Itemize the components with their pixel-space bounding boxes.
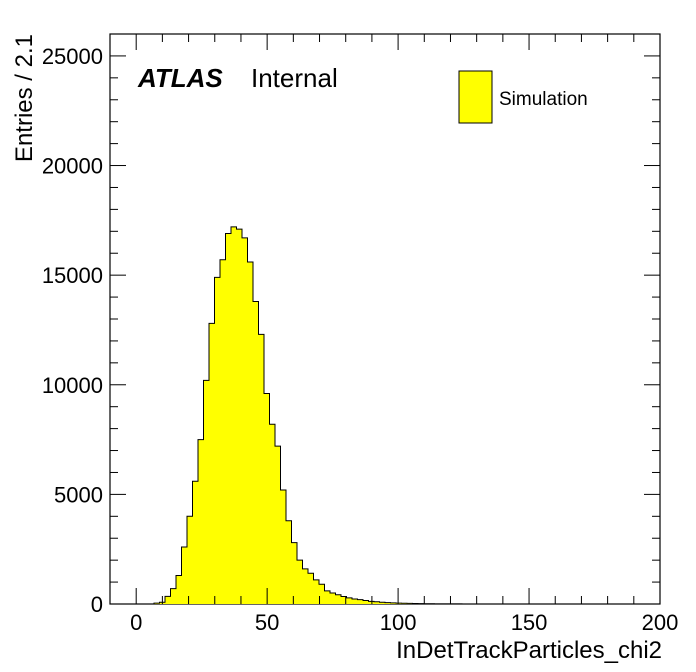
histogram-bin — [209, 323, 215, 604]
x-tick-label: 100 — [380, 610, 417, 635]
histogram-bin — [291, 542, 297, 604]
histogram-bin — [319, 584, 325, 604]
histogram-bin — [346, 597, 352, 604]
x-tick-label: 50 — [255, 610, 279, 635]
histogram-bin — [220, 259, 226, 604]
histogram-bin — [357, 599, 363, 604]
histogram-bin — [269, 424, 275, 604]
histogram-bars — [154, 226, 490, 604]
histogram-bin — [187, 516, 193, 604]
x-tick-label: 0 — [130, 610, 142, 635]
legend-label: Simulation — [499, 89, 588, 110]
histogram-bin — [363, 600, 369, 604]
histogram-bin — [308, 573, 314, 604]
histogram-bin — [258, 334, 264, 604]
x-tick-label: 150 — [511, 610, 548, 635]
histogram-bin — [368, 601, 374, 604]
y-tick-label: 5000 — [54, 482, 103, 507]
histogram-bin — [198, 439, 204, 604]
y-tick-label: 0 — [91, 592, 103, 617]
histogram-bin — [170, 588, 176, 604]
y-axis-title: Entries / 2.1 — [11, 34, 38, 162]
histogram-bin — [286, 520, 292, 604]
atlas-label: ATLAS — [137, 63, 223, 93]
histogram-bin — [302, 568, 308, 604]
axis-ticks — [110, 33, 661, 605]
histogram-bin — [352, 598, 358, 604]
histogram-bin — [385, 602, 391, 604]
y-tick-label: 10000 — [42, 373, 103, 398]
histogram-bin — [341, 596, 347, 604]
histogram-bin — [214, 277, 220, 604]
y-tick-label: 20000 — [42, 154, 103, 179]
histogram-bin — [225, 233, 231, 604]
tick-labels: 0 50 100 150 200 0 5000 10000 15000 20000 25000 — [42, 44, 679, 635]
histogram-bin — [176, 575, 182, 604]
x-axis-title: InDetTrackParticles_chi2 — [396, 637, 662, 664]
histogram-bin — [236, 229, 242, 604]
histogram-bin — [313, 579, 319, 604]
histogram-bin — [242, 237, 248, 604]
histogram-bin — [247, 262, 253, 604]
histogram-bin — [231, 226, 237, 604]
histogram-bin — [275, 446, 281, 604]
histogram-bin — [181, 547, 187, 604]
histogram-bin — [324, 590, 330, 604]
histogram-bin — [374, 601, 380, 604]
histogram-bin — [330, 593, 336, 604]
y-tick-label: 15000 — [42, 263, 103, 288]
atlas-sublabel: Internal — [251, 63, 338, 93]
histogram-bin — [335, 594, 341, 604]
y-tick-label: 25000 — [42, 44, 103, 69]
histogram-bin — [165, 596, 171, 604]
histogram-bin — [192, 481, 198, 604]
histogram-outline — [110, 226, 660, 605]
histogram-bin — [297, 560, 303, 604]
legend-swatch — [458, 70, 493, 124]
histogram-bin — [390, 602, 396, 604]
x-tick-label: 200 — [642, 610, 679, 635]
histogram-bin — [264, 393, 270, 604]
histogram-bin — [280, 490, 286, 604]
histogram-bin — [379, 602, 385, 604]
histogram-bin — [203, 380, 209, 604]
histogram-bin — [253, 301, 259, 604]
